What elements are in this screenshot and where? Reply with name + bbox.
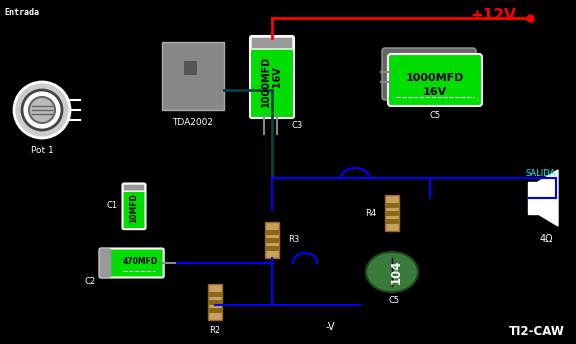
FancyBboxPatch shape — [123, 183, 146, 229]
Bar — [208, 300, 222, 305]
Text: 4Ω: 4Ω — [539, 234, 553, 244]
Text: C5: C5 — [388, 296, 400, 305]
Bar — [208, 292, 222, 297]
Text: Pot 1: Pot 1 — [31, 146, 54, 155]
Text: 104: 104 — [389, 260, 403, 284]
FancyBboxPatch shape — [123, 184, 145, 191]
Text: R3: R3 — [288, 236, 300, 245]
Text: R2: R2 — [210, 326, 221, 335]
FancyBboxPatch shape — [251, 37, 293, 49]
Ellipse shape — [366, 252, 418, 292]
Circle shape — [14, 82, 70, 138]
Text: 470MFD: 470MFD — [123, 257, 158, 266]
Text: C5: C5 — [430, 111, 441, 120]
Text: Entrada: Entrada — [4, 8, 39, 17]
Bar — [385, 211, 399, 216]
Text: SALIDA: SALIDA — [526, 169, 556, 178]
Bar — [208, 309, 222, 313]
FancyBboxPatch shape — [100, 248, 164, 278]
Text: R4: R4 — [365, 208, 376, 217]
FancyBboxPatch shape — [100, 249, 111, 277]
Text: -V: -V — [325, 322, 335, 332]
Text: 1000MFD: 1000MFD — [406, 73, 464, 83]
FancyBboxPatch shape — [382, 48, 476, 100]
Text: +12V: +12V — [470, 8, 516, 23]
Bar — [265, 222, 279, 258]
Bar — [265, 247, 279, 251]
Text: C3: C3 — [292, 121, 303, 130]
Text: 16V: 16V — [423, 87, 447, 97]
Bar — [528, 182, 538, 214]
Text: 1000MFD
  16V: 1000MFD 16V — [261, 55, 283, 107]
Text: TDA2002: TDA2002 — [172, 118, 214, 127]
Bar — [208, 284, 222, 320]
Text: C1: C1 — [107, 201, 118, 210]
FancyBboxPatch shape — [250, 36, 294, 118]
Bar — [184, 61, 198, 75]
Polygon shape — [538, 170, 558, 226]
Bar — [385, 195, 399, 231]
Bar — [265, 230, 279, 235]
Bar — [385, 219, 399, 224]
Text: C2: C2 — [85, 277, 96, 286]
Text: 10MFD: 10MFD — [130, 193, 138, 223]
Circle shape — [22, 90, 62, 130]
Text: TI2-CAW: TI2-CAW — [509, 325, 565, 338]
Circle shape — [29, 97, 55, 123]
Bar — [162, 42, 224, 110]
FancyBboxPatch shape — [388, 54, 482, 106]
Bar — [265, 238, 279, 243]
Bar — [385, 203, 399, 207]
